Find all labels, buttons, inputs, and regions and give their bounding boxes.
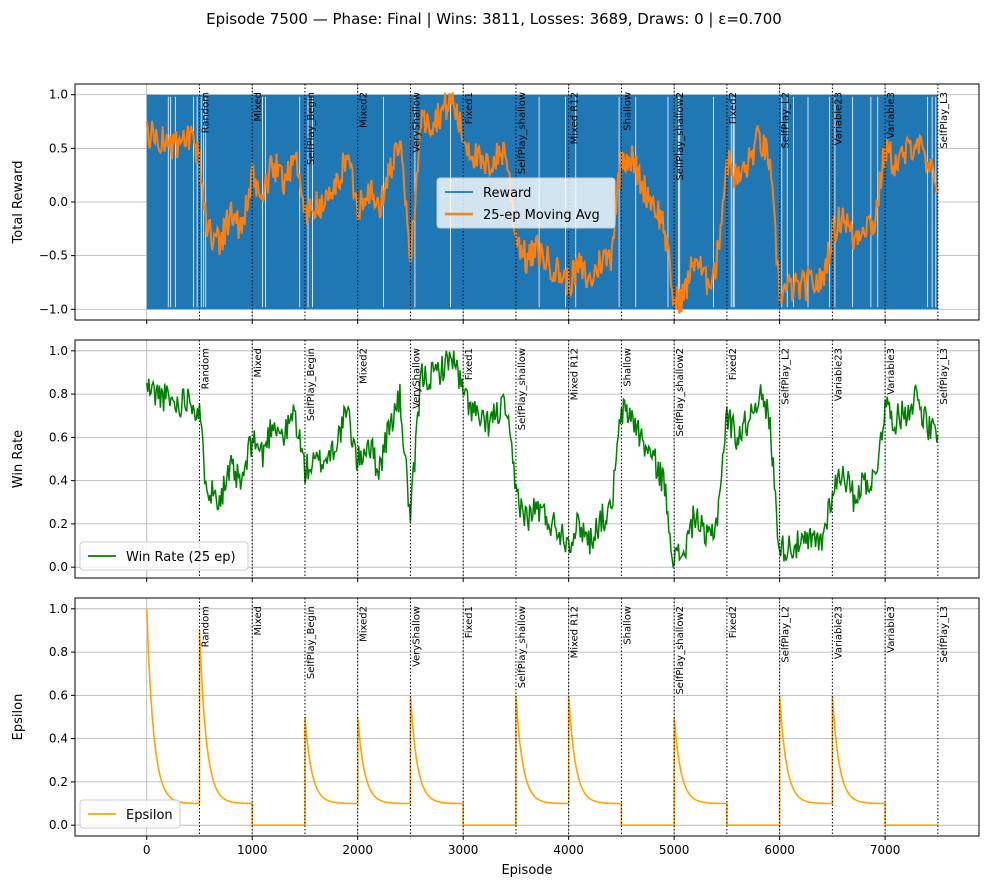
phase-label: Fixed2 [728, 348, 739, 380]
phase-label: SelfPlay_L3 [939, 348, 950, 405]
phase-label: Mixed [253, 348, 264, 378]
phase-label: Variable3 [886, 348, 897, 395]
phase-label: SelfPlay_shallow [517, 92, 528, 174]
phase-label: Variable3 [886, 92, 897, 139]
x-tick-label: 3000 [448, 843, 479, 857]
y-tick-label: 0.2 [49, 517, 68, 531]
y-tick-label: 1.0 [49, 88, 68, 102]
phase-label: Mixed R12 [570, 348, 581, 400]
phase-label: Mixed R12 [570, 92, 581, 144]
phase-label: SelfPlay_L3 [939, 606, 950, 663]
win-rate-panel: Random Mixed SelfPlay_Begin Mixed2 VeryShall… [11, 339, 980, 582]
x-tick-label: 2000 [342, 843, 373, 857]
phase-label: Fixed2 [728, 92, 739, 124]
plot-area [145, 608, 938, 826]
phase-label: Random [200, 92, 211, 133]
legend-label: Win Rate (25 ep) [126, 550, 236, 565]
phase-label: Random [200, 348, 211, 389]
phase-label: Fixed1 [464, 92, 475, 124]
y-axis-label: Epsilon [11, 694, 26, 741]
phase-label: SelfPlay_L2 [781, 92, 792, 149]
phase-label: SelfPlay_L2 [781, 348, 792, 405]
x-tick-label: 0 [143, 843, 151, 857]
phase-label: SelfPlay_Begin [306, 92, 317, 165]
y-axis-label: Win Rate [11, 430, 26, 488]
x-tick-label: 5000 [659, 843, 690, 857]
y-tick-label: 1.0 [49, 602, 68, 616]
y-axis-label: Total Reward [11, 161, 26, 245]
phase-label: Variable23 [833, 348, 844, 401]
legend-label: 25-ep Moving Avg [483, 208, 600, 223]
phase-label: VeryShallow [411, 92, 422, 153]
legend: Epsilon [79, 799, 181, 829]
phase-label: Mixed2 [359, 348, 370, 384]
y-tick-label: 0.4 [49, 474, 68, 488]
phase-label: SelfPlay_shallow2 [675, 348, 686, 437]
y-tick-label: 0.0 [49, 195, 68, 209]
legend-box [79, 799, 181, 829]
legend-label: Epsilon [126, 808, 173, 823]
phase-label: Variable3 [886, 606, 897, 653]
phase-label: SelfPlay_shallow [517, 348, 528, 430]
y-tick-label: 0.5 [49, 141, 68, 155]
plot-area [145, 350, 939, 569]
phase-label: Mixed [253, 606, 264, 636]
phase-label: Fixed1 [464, 348, 475, 380]
y-tick-label: 1.0 [49, 344, 68, 358]
y-tick-label: 0.2 [49, 775, 68, 789]
epsilon-panel: Random Mixed SelfPlay_Begin Mixed2 VeryShall… [11, 597, 980, 878]
epsilon-series [145, 608, 938, 826]
legend-label: Reward [483, 186, 531, 201]
legend: Reward 25-ep Moving Avg [436, 177, 616, 229]
moving-avg-series [145, 92, 939, 314]
y-tick-label: 0.6 [49, 688, 68, 702]
x-tick-label: 7000 [870, 843, 901, 857]
y-tick-label: 0.8 [49, 387, 68, 401]
legend: Win Rate (25 ep) [79, 541, 249, 571]
y-tick-label: 0.6 [49, 430, 68, 444]
legend-box [79, 541, 249, 571]
phase-label: Variable23 [833, 606, 844, 659]
phase-label: Fixed2 [728, 606, 739, 638]
x-tick-label: 4000 [553, 843, 584, 857]
y-tick-label: −1.0 [39, 302, 68, 316]
phase-label: Shallow [622, 92, 633, 131]
axes-frame [74, 339, 980, 579]
phase-label: Shallow [622, 606, 633, 645]
phase-label: VeryShallow [411, 348, 422, 409]
phase-label: SelfPlay_Begin [306, 348, 317, 421]
figure-title: Episode 7500 — Phase: Final | Wins: 3811… [206, 10, 782, 28]
y-tick-label: 0.0 [49, 560, 68, 574]
phase-label: SelfPlay_shallow2 [675, 606, 686, 695]
phase-label: Shallow [622, 348, 633, 387]
win-rate-series [145, 350, 939, 569]
phase-label: Variable23 [833, 92, 844, 145]
x-axis-label: Episode [501, 863, 552, 878]
x-tick-label: 1000 [237, 843, 268, 857]
phase-label: SelfPlay_shallow2 [675, 92, 686, 181]
y-tick-label: 0.8 [49, 645, 68, 659]
phase-label: SelfPlay_L3 [939, 92, 950, 149]
phase-label: Mixed [253, 92, 264, 122]
phase-label: VeryShallow [411, 606, 422, 667]
phase-label: Mixed R12 [570, 606, 581, 658]
phase-label: Mixed2 [359, 92, 370, 128]
x-tick-label: 6000 [764, 843, 795, 857]
phase-label: Random [200, 606, 211, 647]
axes-frame [74, 597, 980, 837]
panels: Random Mixed SelfPlay_Begin Mixed2 VeryShall… [11, 83, 980, 878]
phase-label: SelfPlay_Begin [306, 606, 317, 679]
y-tick-label: 0.4 [49, 732, 68, 746]
y-tick-label: −0.5 [39, 249, 68, 263]
phase-label: Fixed1 [464, 606, 475, 638]
y-tick-label: 0.0 [49, 818, 68, 832]
legend-box [436, 177, 616, 229]
reward-panel: Random Mixed SelfPlay_Begin Mixed2 VeryShall… [11, 83, 980, 324]
phase-label: SelfPlay_shallow [517, 606, 528, 688]
phase-label: SelfPlay_L2 [781, 606, 792, 663]
phase-label: Mixed2 [359, 606, 370, 642]
